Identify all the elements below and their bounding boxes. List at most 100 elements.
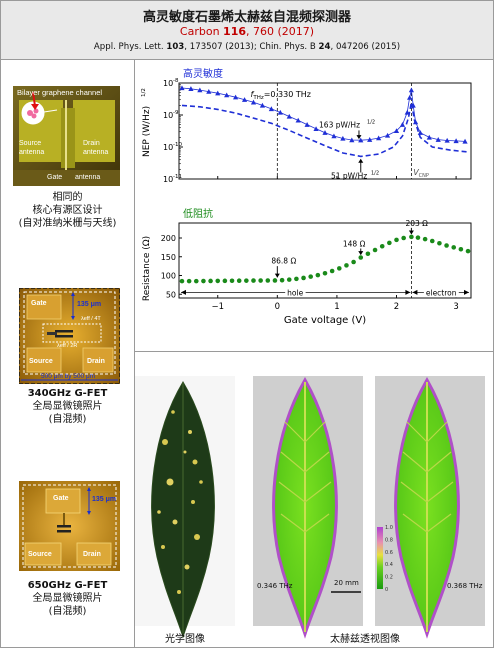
device1-caption: 相同的 核心有源区设计 (自对准纳米栅与天线) xyxy=(1,191,134,230)
resistance-arrow-148-head xyxy=(358,251,364,256)
device3-micrograph: Gate 135 μm Source Drain xyxy=(19,481,120,571)
nep-y-tick-label: 10 xyxy=(163,143,173,152)
nep-triangle-point xyxy=(376,135,382,141)
resistance-x-tick-label: 0 xyxy=(275,302,280,312)
nep-value-163: 163 pW/Hz xyxy=(319,121,360,130)
resistance-x-tick-label: 3 xyxy=(453,302,458,312)
thz-leaf2 xyxy=(394,376,460,639)
resistance-point xyxy=(244,278,249,283)
nep-triangle-point xyxy=(462,138,468,144)
nep-triangle-point xyxy=(412,119,419,125)
nep-y-tick-exp: -10 xyxy=(173,142,182,148)
colorbar-tick-label: 0.8 xyxy=(385,537,393,543)
nep-y-tick-exp: -9 xyxy=(173,110,179,116)
device2-size-label: 135 μm xyxy=(77,301,102,308)
citation-cpb-pages: , 047206 (2015) xyxy=(330,42,401,52)
resistance-point xyxy=(215,278,221,284)
nep-triangle-point xyxy=(453,138,459,144)
resistance-point xyxy=(308,274,313,279)
resistance-point xyxy=(365,251,371,257)
electron-arrow-head xyxy=(464,289,469,295)
resistance-point xyxy=(208,278,213,284)
device2-drawing xyxy=(19,288,120,384)
resistance-point xyxy=(229,278,235,284)
nep-triangle-point xyxy=(206,88,212,94)
nep-vcnp-label: VCNP xyxy=(413,168,429,179)
nep-triangle-point xyxy=(313,126,319,132)
device3-drawing xyxy=(19,481,120,571)
resistance-point xyxy=(337,266,342,271)
nep-triangle-point xyxy=(197,87,203,93)
resistance-point xyxy=(315,272,321,278)
resistance-point xyxy=(294,276,299,282)
nep-value-51: 51 pW/Hz xyxy=(331,171,367,180)
resistance-point xyxy=(387,240,392,246)
nep-triangle-point xyxy=(444,137,450,143)
resistance-point xyxy=(179,278,185,284)
nep-value-51-exp: 1/2 xyxy=(371,170,379,176)
nep-triangle-point xyxy=(215,90,221,96)
resistance-plot-frame xyxy=(178,222,472,299)
resistance-label-86: 86.8 Ω xyxy=(271,257,296,266)
resistance-point xyxy=(429,238,435,244)
resistance-y-axis-label: Resistance (Ω) xyxy=(142,236,152,301)
device2-micrograph: Gate 135 μm λeff / 4T λeff / 2R Source D… xyxy=(19,288,120,384)
resistance-point xyxy=(465,248,471,254)
image-panel-drawing: 0 0.2 0.4 0.6 0.8 1.0 xyxy=(135,376,485,639)
resistance-point xyxy=(201,278,206,284)
nep-y-tick-label: 10 xyxy=(163,79,173,88)
resistance-point xyxy=(358,255,364,260)
electron-arrow-head-left xyxy=(412,289,418,295)
device2-caption-line1: 全局显微镜照片 xyxy=(32,401,103,412)
resistance-point xyxy=(193,278,199,284)
citation-carbon-pages: , 760 (2017) xyxy=(246,25,315,38)
nep-triangle-point xyxy=(322,130,328,135)
nep-triangle-point xyxy=(399,122,406,127)
drain-antenna-label-2: antenna xyxy=(83,149,109,156)
gate-antenna-label-2: antenna xyxy=(75,174,101,181)
channel-label: Bilayer graphene channel xyxy=(17,88,103,97)
citation-apl-journal: Appl. Phys. Lett. xyxy=(93,42,167,52)
resistance-point xyxy=(186,278,192,284)
resistance-y-tick-label: 50 xyxy=(166,290,176,299)
panel-divider xyxy=(134,351,493,352)
resistance-y-tick-label: 200 xyxy=(161,234,176,243)
column-divider xyxy=(134,60,135,648)
resistance-arrow-86-head xyxy=(274,273,280,278)
device2-gate-label: Gate xyxy=(31,300,47,307)
device3-size-label: 135 μm xyxy=(92,496,117,503)
citation-cpb-journal: , 173507 (2013); Chin. Phys. B xyxy=(184,42,319,52)
resistance-label-203: 203 Ω xyxy=(405,219,428,228)
device2-source-label: Source xyxy=(29,358,53,365)
device1-caption-line3: (自对准纳米栅与天线) xyxy=(18,218,117,229)
nep-plot-frame xyxy=(178,82,472,180)
nep-triangle-point xyxy=(358,137,364,143)
nep-triangle-point xyxy=(384,132,391,138)
colorbar-tick-label: 0.4 xyxy=(385,562,393,568)
resistance-point xyxy=(286,277,292,282)
thz-caption: 太赫兹透视图像 xyxy=(330,634,400,645)
device3-source-label: Source xyxy=(28,551,52,558)
nep-triangle-point xyxy=(407,94,413,100)
device1-micrograph: Bilayer graphene channel Source antenna … xyxy=(13,86,120,186)
colorbar-tick-label: 0.6 xyxy=(385,550,393,556)
resistance-point xyxy=(451,245,457,250)
resistance-point xyxy=(251,278,256,283)
gate-antenna-label: Gate xyxy=(47,174,63,181)
device1-caption-line2: 核心有源区设计 xyxy=(32,205,103,216)
resistance-label-148: 148 Ω xyxy=(343,239,366,248)
device3-gate-label: Gate xyxy=(53,495,69,502)
device2-caption-line2: (自混频) xyxy=(48,414,87,425)
nep-triangle-point xyxy=(286,113,292,119)
nep-triangle-point xyxy=(179,85,185,91)
device1-caption-line1: 相同的 xyxy=(52,192,83,203)
nep-triangle-point xyxy=(349,137,355,143)
drain-antenna-label: Drain xyxy=(83,140,100,147)
scale-bar-label: 20 mm xyxy=(334,579,359,587)
nep-triangle-point xyxy=(277,109,283,115)
device2-drain-label: Drain xyxy=(87,358,105,365)
thz-freq2-label: 0.368 THz xyxy=(447,582,483,590)
nep-y-tick-label: 10 xyxy=(163,111,173,120)
resistance-point xyxy=(351,259,356,265)
nep-triangle-point xyxy=(188,86,194,91)
